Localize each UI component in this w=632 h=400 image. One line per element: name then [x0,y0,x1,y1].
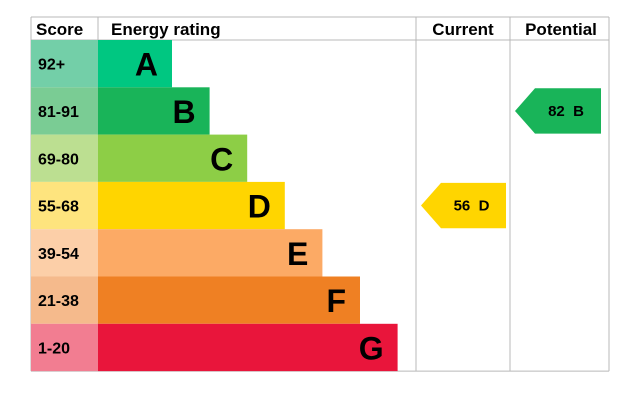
score-cell [31,276,98,324]
potential-rating-label: 82 B [548,103,584,120]
score-label: 81-91 [38,104,79,121]
header-current: Current [432,20,494,39]
rating-letter: A [135,47,158,83]
score-cell [31,87,98,135]
score-cell [31,40,98,88]
header-potential: Potential [525,20,597,39]
header-energy-rating: Energy rating [111,20,221,39]
score-cell [31,134,98,182]
table-headers: Score Energy rating Current Potential [36,20,597,39]
score-label: 21-38 [38,293,79,310]
score-cell [31,229,98,277]
rating-bar-a [98,40,172,88]
rating-bar-c [98,134,248,182]
rating-letter: G [359,330,384,366]
score-label: 55-68 [38,199,79,216]
current-rating-label: 56 D [454,198,490,215]
rating-bar-g [98,323,398,372]
header-score: Score [36,20,83,39]
rating-bar-d [98,181,285,230]
score-label: 39-54 [38,246,79,263]
rating-letter: B [172,94,195,130]
rating-letter: C [210,141,233,177]
current-rating-arrow [421,182,506,229]
potential-rating-arrow [515,88,601,134]
rating-letter: F [326,283,346,319]
rating-bar-f [98,276,360,324]
score-label: 92+ [38,57,65,74]
rating-bands: 92+ A 81-91 B 69-80 C 55-68 D 39-54 E 21-38 F 1-20 G [31,40,398,372]
score-label: 69-80 [38,151,79,168]
score-cell [31,323,98,372]
score-label: 1-20 [38,340,70,357]
rating-bar-b [98,87,210,135]
rating-letter: E [287,236,308,272]
rating-letter: D [248,189,271,225]
rating-indicators: 56 D 82 B [421,88,601,229]
rating-bar-e [98,229,323,277]
score-cell [31,181,98,230]
